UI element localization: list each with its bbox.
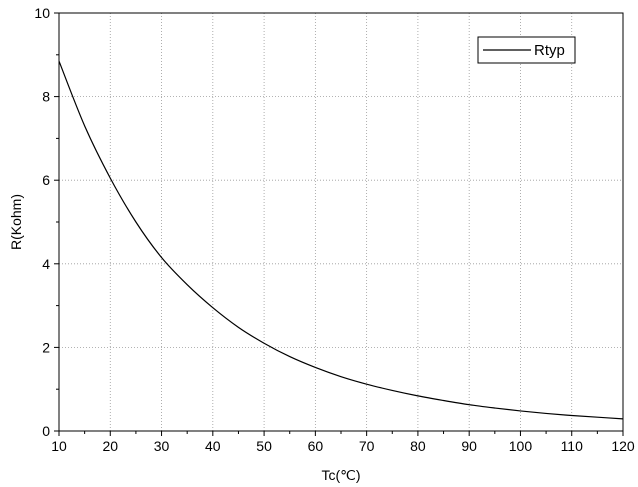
x-tick-label: 50 [256, 438, 272, 454]
y-tick-label: 6 [42, 172, 50, 188]
x-tick-label: 70 [359, 438, 375, 454]
x-tick-label: 20 [102, 438, 118, 454]
plot-frame [58, 12, 624, 432]
y-tick-label: 10 [34, 5, 50, 21]
grid [59, 13, 623, 431]
x-tick-label: 30 [154, 438, 170, 454]
x-tick-label: 90 [461, 438, 477, 454]
y-axis-title: R(Kohm) [8, 194, 24, 250]
y-tick-label: 0 [42, 423, 50, 439]
y-tick-label: 4 [42, 256, 50, 272]
x-axis-ticks: 10 20 30 40 50 60 70 80 90 100 110 120 [51, 431, 635, 454]
x-tick-label: 110 [561, 438, 584, 454]
y-axis-ticks: 0 2 4 6 8 10 [34, 5, 59, 439]
x-tick-label: 80 [410, 438, 426, 454]
x-tick-label: 40 [205, 438, 221, 454]
legend: Rtyp [477, 36, 576, 64]
series-line-rtyp [58, 60, 624, 420]
y-tick-label: 2 [42, 339, 50, 355]
y-tick-label: 8 [42, 89, 50, 105]
legend-label-rtyp: Rtyp [534, 42, 565, 59]
x-axis-title: Tc(℃) [321, 467, 360, 483]
x-tick-label: 60 [308, 438, 324, 454]
x-tick-label: 120 [611, 438, 635, 454]
x-tick-label: 10 [51, 438, 67, 454]
x-tick-label: 100 [509, 438, 533, 454]
series-layer [58, 60, 624, 420]
